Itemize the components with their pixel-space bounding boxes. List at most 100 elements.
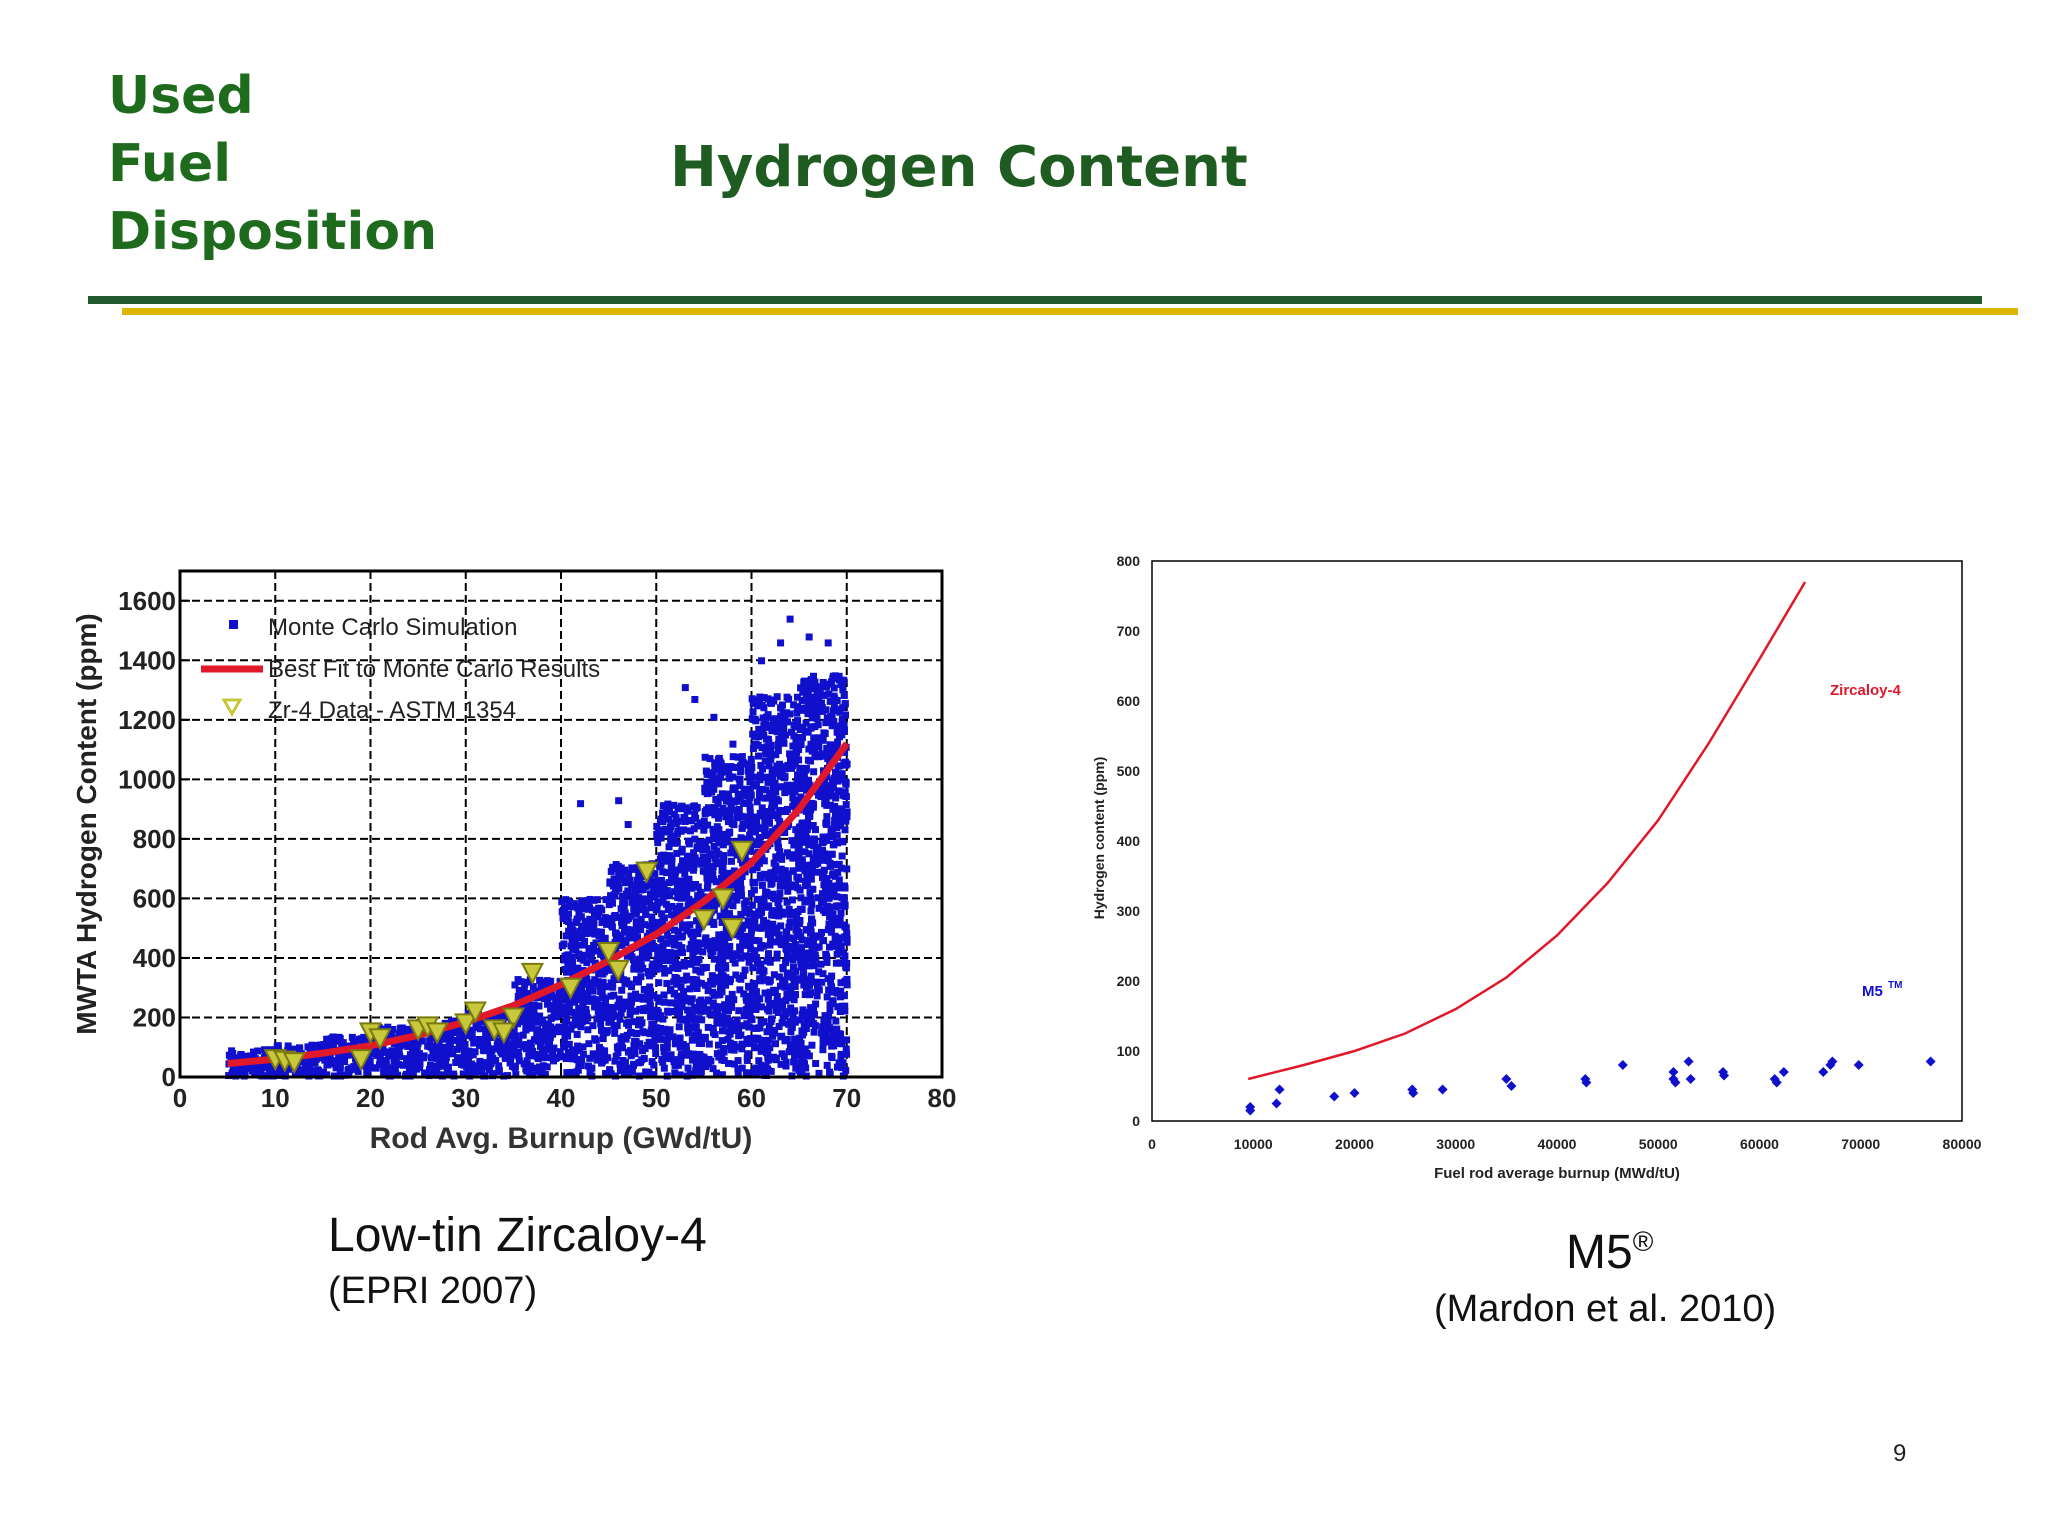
chart1-monte-carlo-point <box>240 1053 248 1061</box>
chart1-monte-carlo-point <box>779 717 787 725</box>
chart1-monte-carlo-point <box>787 785 795 793</box>
chart1-monte-carlo-point <box>746 831 754 839</box>
section-title-line-3: Disposition <box>108 202 438 262</box>
chart1-monte-carlo-point <box>519 1016 527 1024</box>
chart1-monte-carlo-point <box>711 761 719 769</box>
chart1-monte-carlo-point <box>790 996 798 1004</box>
chart1-monte-carlo-point <box>607 1070 615 1078</box>
chart1-monte-carlo-point <box>414 1053 422 1061</box>
chart1-monte-carlo-point <box>527 1052 535 1060</box>
chart1-monte-carlo-point <box>777 639 785 647</box>
chart1-monte-carlo-point <box>487 1045 495 1053</box>
chart1-monte-carlo-point <box>565 927 573 935</box>
chart1-monte-carlo-point <box>755 790 763 798</box>
chart1-monte-carlo-point <box>530 1036 538 1044</box>
chart1-monte-carlo-point <box>715 959 723 967</box>
chart1-monte-carlo-point <box>802 807 810 815</box>
chart1-monte-carlo-point <box>784 718 792 726</box>
chart1-monte-carlo-point <box>664 1007 672 1015</box>
chart1-monte-carlo-point <box>426 1043 434 1051</box>
chart1-monte-carlo-point <box>577 996 585 1004</box>
chart1-monte-carlo-point <box>594 1050 602 1058</box>
chart1-monte-carlo-point <box>782 959 790 967</box>
chart1-monte-carlo-point <box>720 913 728 921</box>
chart2-m5-point <box>1245 1105 1256 1116</box>
chart1-monte-carlo-point <box>561 1026 569 1034</box>
chart1-monte-carlo-point <box>594 913 602 921</box>
chart1-monte-carlo-point <box>840 691 848 699</box>
chart1-monte-carlo-point <box>674 804 682 812</box>
chart1-monte-carlo-point <box>804 819 812 827</box>
chart1-monte-carlo-point <box>781 713 789 721</box>
chart1-monte-carlo-point <box>626 876 634 884</box>
chart1-ytick-label: 1200 <box>118 705 176 735</box>
chart1-best-fit-line <box>227 741 850 1068</box>
chart1-monte-carlo-point <box>651 870 659 878</box>
chart1-monte-carlo-point <box>665 857 673 865</box>
chart1-monte-carlo-point <box>583 997 591 1005</box>
chart1-monte-carlo-point <box>749 730 757 738</box>
chart1-monte-carlo-point <box>628 998 636 1006</box>
chart1-monte-carlo-point <box>737 929 745 937</box>
chart1-monte-carlo-point <box>611 1029 619 1037</box>
chart1-monte-carlo-point <box>628 881 636 889</box>
chart1-monte-carlo-point <box>773 722 781 730</box>
chart1-monte-carlo-point <box>655 979 663 987</box>
chart1-monte-carlo-point <box>759 1046 767 1054</box>
chart1-monte-carlo-point <box>476 1041 484 1049</box>
chart1-monte-carlo-point <box>731 764 739 772</box>
chart1-monte-carlo-point <box>737 834 745 842</box>
chart1-monte-carlo-point <box>839 686 847 694</box>
chart1-monte-carlo-point <box>308 1041 316 1049</box>
chart1-zr4-point <box>501 1007 526 1030</box>
chart1-monte-carlo-point <box>807 874 815 882</box>
chart1-monte-carlo-point <box>476 1025 484 1033</box>
chart1-monte-carlo-point <box>722 792 730 800</box>
chart1-monte-carlo-point <box>736 946 744 954</box>
chart1-monte-carlo-point <box>796 918 804 926</box>
chart1-monte-carlo-point <box>684 1027 692 1035</box>
chart1-monte-carlo-point <box>699 846 707 854</box>
chart1-monte-carlo-point <box>628 953 636 961</box>
chart1-monte-carlo-point <box>586 915 594 923</box>
chart1-monte-carlo-point <box>631 883 639 891</box>
chart1-monte-carlo-point <box>336 1061 344 1069</box>
chart1-monte-carlo-point <box>830 692 838 700</box>
chart1-monte-carlo-point <box>753 999 761 1007</box>
chart1-monte-carlo-point <box>817 932 825 940</box>
chart1-monte-carlo-point <box>679 976 687 984</box>
chart1-monte-carlo-point <box>733 813 741 821</box>
chart1-monte-carlo-point <box>711 854 719 862</box>
chart1-monte-carlo-point <box>574 904 582 912</box>
chart1-monte-carlo-point <box>631 889 639 897</box>
chart1-monte-carlo-point <box>536 976 544 984</box>
chart1-monte-carlo-point <box>758 744 766 752</box>
chart1-monte-carlo-point <box>560 956 568 964</box>
chart1-monte-carlo-point <box>734 1057 742 1065</box>
chart1-monte-carlo-point <box>529 983 537 991</box>
chart1-monte-carlo-point <box>772 1006 780 1014</box>
chart1-monte-carlo-point <box>603 920 611 928</box>
chart1-monte-carlo-point <box>830 841 838 849</box>
chart1-monte-carlo-point <box>642 1071 650 1079</box>
chart1-zr4-point <box>368 1028 392 1051</box>
chart1-monte-carlo-point <box>661 1025 669 1033</box>
chart1-monte-carlo-point <box>570 900 578 908</box>
chart1-monte-carlo-point <box>510 1025 518 1033</box>
chart1-monte-carlo-point <box>636 955 644 963</box>
chart1-monte-carlo-point <box>344 1051 352 1059</box>
chart1-monte-carlo-point <box>807 989 815 997</box>
chart1-monte-carlo-point <box>653 944 661 952</box>
chart1-monte-carlo-point <box>543 1000 551 1008</box>
chart1-monte-carlo-point <box>792 749 800 757</box>
chart1-monte-carlo-point <box>679 857 687 865</box>
chart1-monte-carlo-point <box>599 978 607 986</box>
chart2-ytick-label: 100 <box>1117 1043 1141 1059</box>
chart1-monte-carlo-point <box>777 1060 785 1068</box>
chart1-monte-carlo-point <box>572 968 580 976</box>
chart1-zr4-point <box>349 1049 373 1072</box>
chart1-monte-carlo-point <box>664 932 672 940</box>
chart1-monte-carlo-point <box>760 967 768 975</box>
chart1-monte-carlo-point <box>803 1018 811 1026</box>
